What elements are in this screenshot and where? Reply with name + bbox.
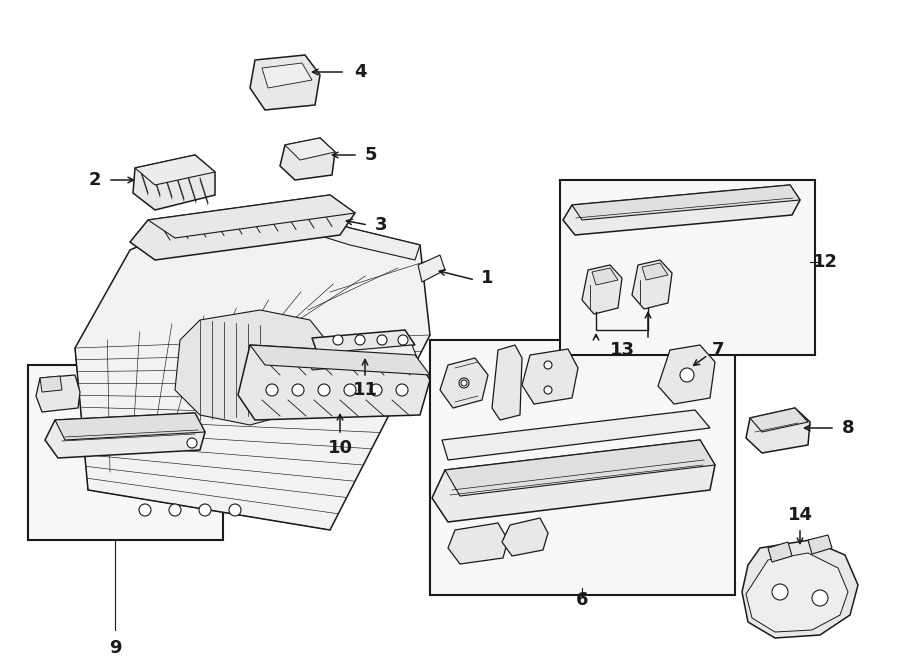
Polygon shape [280,138,335,180]
Polygon shape [746,408,810,453]
Circle shape [461,380,467,386]
Polygon shape [262,63,312,88]
Polygon shape [148,195,355,238]
Circle shape [377,335,387,345]
Circle shape [370,384,382,396]
Polygon shape [175,310,330,425]
Text: 7: 7 [712,341,724,359]
Polygon shape [742,540,858,638]
Bar [560,180,815,355]
Circle shape [169,504,181,516]
Text: 13: 13 [609,341,634,359]
Polygon shape [440,358,488,408]
Circle shape [544,361,552,369]
Circle shape [199,504,211,516]
Polygon shape [746,553,848,632]
Text: 2: 2 [89,171,101,189]
Polygon shape [36,375,80,412]
Text: 11: 11 [353,381,377,399]
Text: 3: 3 [374,216,387,234]
Polygon shape [658,345,715,404]
Polygon shape [312,330,415,355]
Circle shape [772,584,788,600]
Polygon shape [445,440,715,496]
Polygon shape [563,185,800,235]
Polygon shape [442,410,710,460]
Text: 10: 10 [328,439,353,457]
Bar [430,340,735,595]
Polygon shape [130,195,355,260]
Polygon shape [238,345,430,420]
Circle shape [459,378,469,388]
Circle shape [333,335,343,345]
Text: 14: 14 [788,506,813,524]
Polygon shape [432,440,715,522]
Circle shape [292,384,304,396]
Polygon shape [135,155,215,185]
Circle shape [139,504,151,516]
Circle shape [344,384,356,396]
Polygon shape [285,138,335,160]
Polygon shape [45,413,205,458]
Polygon shape [75,210,430,530]
Polygon shape [40,376,62,392]
Circle shape [398,335,408,345]
Circle shape [229,504,241,516]
Circle shape [544,386,552,394]
Text: 1: 1 [481,269,493,287]
Bar [28,365,223,540]
Polygon shape [642,263,668,280]
Polygon shape [572,185,800,220]
Circle shape [680,368,694,382]
Circle shape [318,384,330,396]
Polygon shape [632,260,672,309]
Polygon shape [582,265,622,314]
Text: 8: 8 [842,419,854,437]
Polygon shape [448,523,508,564]
Polygon shape [310,345,418,370]
Polygon shape [55,413,205,440]
Circle shape [187,438,197,448]
Polygon shape [133,155,215,210]
Text: 4: 4 [354,63,366,81]
Polygon shape [492,345,522,420]
Polygon shape [418,255,445,282]
Circle shape [355,335,365,345]
Text: 9: 9 [109,639,122,657]
Polygon shape [592,268,618,285]
Circle shape [812,590,828,606]
Polygon shape [808,535,832,554]
Polygon shape [522,349,578,404]
Text: 5: 5 [364,146,377,164]
Polygon shape [768,542,792,562]
Circle shape [266,384,278,396]
Polygon shape [750,408,808,432]
Polygon shape [295,210,420,260]
Polygon shape [250,345,430,375]
Polygon shape [250,55,320,110]
Text: 12: 12 [813,253,838,271]
Text: 6: 6 [576,591,589,609]
Polygon shape [502,518,548,556]
Circle shape [396,384,408,396]
